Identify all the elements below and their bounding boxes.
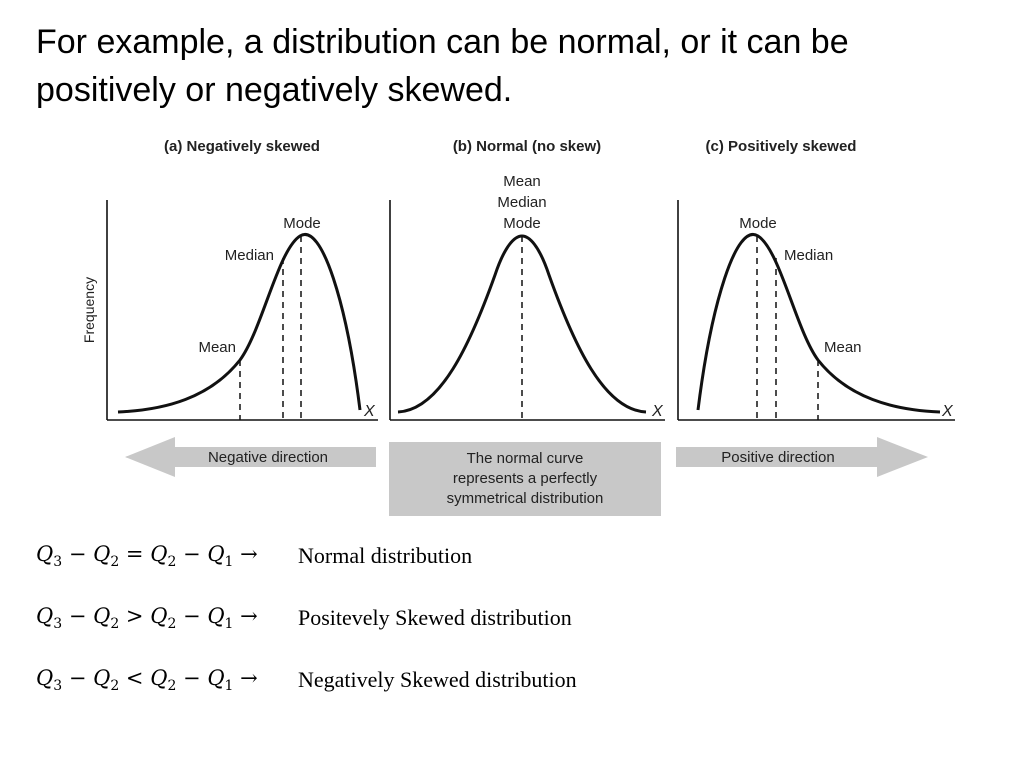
formula-expression: Q3 − Q2 = Q2 − Q1 → bbox=[36, 541, 258, 571]
normal-curve-note-line-1: The normal curve bbox=[467, 450, 584, 467]
normal-curve-note-line-2: represents a perfectly bbox=[453, 470, 598, 487]
panel-a-axes bbox=[106, 200, 378, 421]
panel-c-markers bbox=[756, 236, 819, 420]
right-arrow-icon: → bbox=[240, 603, 258, 628]
panel-c-title: (c) Positively skewed bbox=[706, 138, 857, 155]
panel-b-median-label: Median bbox=[497, 194, 546, 211]
formula-result: Positevely Skewed distribution bbox=[298, 605, 572, 630]
panel-c-median-label: Median bbox=[784, 247, 833, 264]
panel-b-x-label: X bbox=[651, 403, 664, 420]
panel-a-markers bbox=[239, 236, 302, 420]
formula-expression: Q3 − Q2 > Q2 − Q1 → bbox=[36, 603, 258, 633]
formula-positive-skew: Q3 − Q2 > Q2 − Q1 → Positevely Skewed di… bbox=[36, 598, 936, 638]
panel-a-title: (a) Negatively skewed bbox=[164, 138, 320, 155]
right-arrow-icon: → bbox=[240, 665, 258, 690]
panel-b-axes bbox=[389, 200, 665, 421]
formula-negative-skew: Q3 − Q2 < Q2 − Q1 → Negatively Skewed di… bbox=[36, 660, 936, 700]
panel-c-axes bbox=[677, 200, 955, 421]
panel-b-title: (b) Normal (no skew) bbox=[453, 138, 601, 155]
panel-b-mean-label: Mean bbox=[503, 173, 541, 190]
panel-a-mode-label: Mode bbox=[283, 215, 321, 232]
y-axis-label: Frequency bbox=[81, 277, 97, 343]
panel-c-mode-label: Mode bbox=[739, 215, 777, 232]
panel-a-mean-label: Mean bbox=[198, 339, 236, 356]
positive-direction-arrow bbox=[676, 437, 928, 477]
panel-a-curve bbox=[117, 233, 362, 414]
normal-curve-note-line-3: symmetrical distribution bbox=[447, 490, 604, 507]
normal-curve-box bbox=[389, 442, 661, 516]
panel-c-x-label: X bbox=[941, 403, 954, 420]
panel-b-mode-label: Mode bbox=[503, 215, 541, 232]
negative-direction-label: Negative direction bbox=[208, 449, 328, 466]
panel-a-median-label: Median bbox=[225, 247, 274, 264]
right-arrow-icon: → bbox=[240, 541, 258, 566]
slide-title: For example, a distribution can be norma… bbox=[36, 23, 849, 109]
positive-direction-label: Positive direction bbox=[721, 449, 834, 466]
formula-result: Negatively Skewed distribution bbox=[298, 667, 577, 692]
panel-c-curve bbox=[696, 233, 941, 414]
quartile-formulas: Q3 − Q2 = Q2 − Q1 → Normal distribution … bbox=[36, 536, 936, 722]
formula-expression: Q3 − Q2 < Q2 − Q1 → bbox=[36, 665, 258, 695]
formula-result: Normal distribution bbox=[298, 543, 473, 568]
negative-direction-arrow bbox=[125, 437, 376, 477]
panel-c-mean-label: Mean bbox=[824, 339, 862, 356]
formula-normal: Q3 − Q2 = Q2 − Q1 → Normal distribution bbox=[36, 536, 936, 576]
panel-a-x-label: X bbox=[363, 403, 376, 420]
